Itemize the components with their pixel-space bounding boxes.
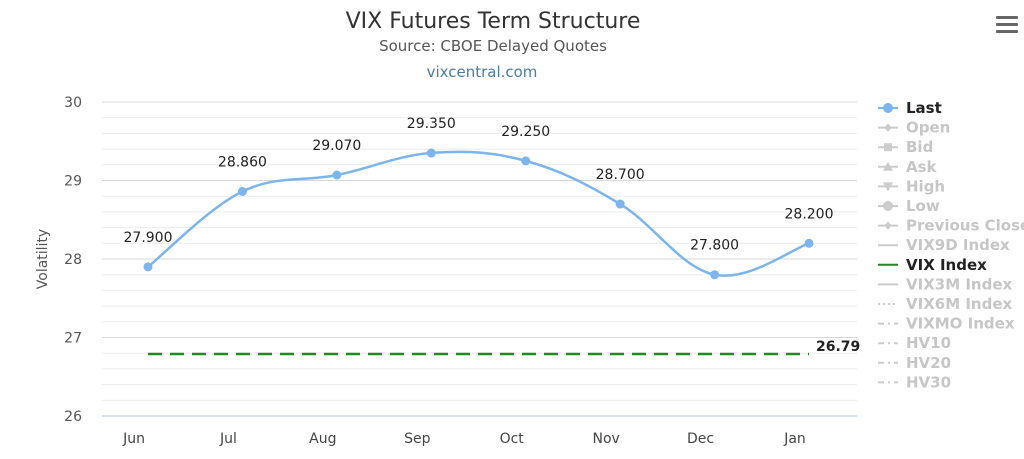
- legend-label: VIX3M Index: [906, 275, 1013, 293]
- y-tick-label: 27: [64, 331, 82, 347]
- x-tick-label: Aug: [309, 431, 336, 447]
- legend-label: Last: [906, 99, 942, 117]
- legend-item[interactable]: VIXMO Index: [878, 315, 1015, 333]
- x-tick-label: Jul: [219, 431, 237, 447]
- legend-label: High: [906, 177, 945, 195]
- legend-label: HV30: [906, 373, 951, 391]
- x-tick-label: Oct: [500, 431, 525, 447]
- legend-item[interactable]: High: [878, 177, 945, 195]
- legend-label: VIX9D Index: [906, 236, 1010, 254]
- legend-marker-icon: [883, 103, 893, 113]
- last-data-label: 29.250: [501, 124, 550, 140]
- y-tick-label: 30: [64, 95, 82, 111]
- last-data-point: [615, 199, 625, 209]
- legend-marker-icon: [884, 143, 892, 152]
- legend-marker-icon: [883, 161, 893, 171]
- x-tick-label: Jun: [122, 431, 145, 447]
- y-tick-label: 29: [64, 174, 82, 190]
- legend-item[interactable]: Last: [878, 99, 942, 117]
- hamburger-menu-icon[interactable]: [996, 16, 1018, 36]
- legend-item[interactable]: VIX Index: [878, 256, 987, 274]
- legend-item[interactable]: Ask: [878, 158, 938, 176]
- legend-marker-icon: [883, 201, 893, 211]
- legend-label: VIXMO Index: [906, 315, 1015, 333]
- chart-subtitle: Source: CBOE Delayed Quotes: [379, 37, 607, 55]
- last-series: 27.900 28.860 29.070 29.350 29.250 28.700 27.8…: [124, 116, 834, 280]
- last-data-label: 27.900: [124, 230, 173, 246]
- grid-lines: [102, 101, 857, 417]
- legend-label: HV10: [906, 334, 951, 352]
- legend-item[interactable]: VIX3M Index: [878, 275, 1013, 293]
- legend-item[interactable]: Low: [878, 197, 940, 215]
- legend-label: VIX Index: [906, 256, 987, 274]
- last-data-label: 29.070: [312, 138, 361, 154]
- last-data-point: [426, 148, 436, 158]
- legend-item[interactable]: VIX6M Index: [878, 295, 1013, 313]
- legend-marker-icon: [884, 221, 892, 230]
- legend-label: Previous Close: [906, 217, 1024, 235]
- last-data-label: 27.800: [690, 238, 739, 254]
- x-tick-label: Nov: [592, 431, 619, 447]
- legend-item[interactable]: HV20: [878, 354, 951, 372]
- x-tick-label: Jan: [783, 431, 806, 447]
- legend-item[interactable]: Open: [878, 119, 950, 137]
- chart-credit-link[interactable]: vixcentral.com: [427, 63, 538, 81]
- legend-label: Ask: [906, 158, 938, 176]
- x-tick-label: Dec: [687, 431, 714, 447]
- legend-label: VIX6M Index: [906, 295, 1013, 313]
- legend-item[interactable]: HV30: [878, 373, 951, 391]
- x-tick-label: Sep: [404, 431, 431, 447]
- y-axis-ticks: 30 29 28 27 26: [64, 95, 82, 425]
- legend-item[interactable]: Bid: [878, 138, 933, 156]
- last-data-label: 28.700: [596, 167, 645, 183]
- legend-label: HV20: [906, 354, 951, 372]
- legend-marker-icon: [884, 123, 892, 132]
- legend-item[interactable]: VIX9D Index: [878, 236, 1010, 254]
- y-tick-label: 28: [64, 252, 82, 268]
- chart-title: VIX Futures Term Structure: [346, 9, 641, 34]
- last-data-label: 29.350: [407, 116, 456, 132]
- last-data-point: [332, 170, 342, 180]
- legend-label: Bid: [906, 138, 933, 156]
- vix-index-value-label: 26.79: [816, 339, 860, 355]
- x-axis-ticks: Jun Jul Aug Sep Oct Nov Dec Jan: [122, 431, 806, 447]
- last-data-label: 28.200: [785, 206, 834, 222]
- vix-index-series: 26.79: [148, 339, 860, 356]
- last-data-label: 28.860: [218, 154, 267, 170]
- y-axis-title: Volatility: [35, 229, 51, 289]
- y-tick-label: 26: [64, 409, 82, 425]
- legend-item[interactable]: HV10: [878, 334, 951, 352]
- last-data-point: [521, 156, 531, 166]
- legend-item[interactable]: Previous Close: [878, 217, 1024, 235]
- legend-marker-icon: [883, 182, 893, 192]
- last-data-point: [804, 238, 814, 248]
- last-data-point: [237, 186, 247, 196]
- legend-label: Low: [906, 197, 940, 215]
- last-data-point: [143, 262, 153, 272]
- legend-label: Open: [906, 119, 950, 137]
- last-data-point: [710, 270, 720, 280]
